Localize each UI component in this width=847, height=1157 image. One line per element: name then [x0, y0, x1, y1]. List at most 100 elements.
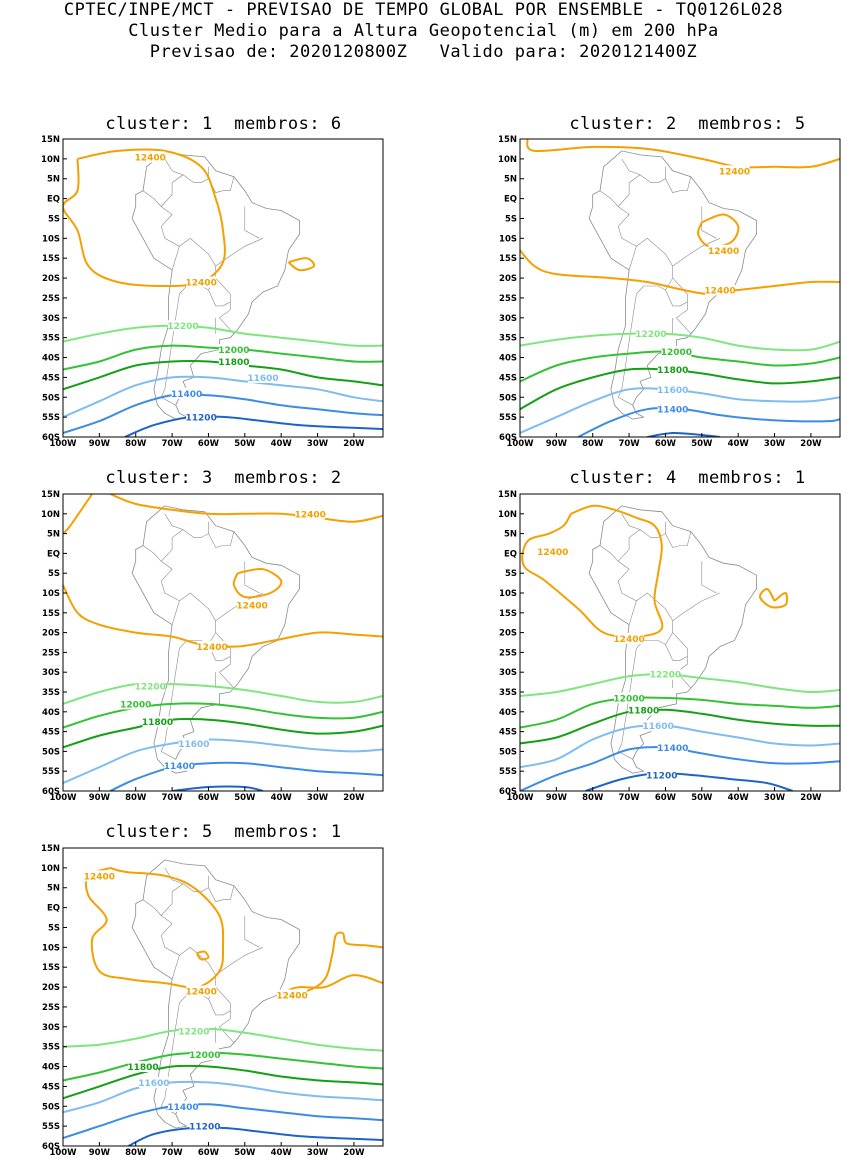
lon-tick-label: 100W	[49, 439, 77, 449]
lon-tick-label: 100W	[506, 439, 534, 449]
contour-line	[232, 567, 283, 599]
lon-tick-label: 60W	[198, 439, 220, 449]
lon-tick-label: 50W	[234, 439, 256, 449]
lat-tick-label: 25S	[42, 648, 60, 658]
contour-label: 12400	[613, 635, 644, 645]
contour-line	[63, 148, 226, 287]
contour-label: 12000	[120, 700, 151, 710]
lat-tick-label: EQ	[504, 195, 517, 205]
lat-tick-label: 50S	[499, 747, 517, 757]
lat-tick-label: 20S	[499, 274, 517, 284]
lat-tick-label: 20S	[42, 629, 60, 639]
lon-tick-label: 30W	[307, 1148, 329, 1157]
lat-tick-label: EQ	[504, 549, 517, 559]
contour-label-bg	[237, 599, 268, 611]
panel-title: cluster: 2 membros: 5	[569, 114, 806, 134]
coastline	[131, 859, 300, 1129]
lon-tick-label: 70W	[161, 1148, 183, 1157]
lat-tick-label: 10S	[42, 943, 60, 953]
lat-tick-label: 35S	[499, 334, 517, 344]
contour-label: 12400	[719, 167, 750, 177]
country-border	[142, 545, 180, 625]
contour-label-bg	[189, 1049, 220, 1061]
lat-tick-label: 45S	[499, 728, 517, 738]
contour-line	[196, 950, 210, 961]
country-border	[218, 1010, 235, 1043]
contour-label-bg	[719, 165, 750, 177]
country-border	[672, 592, 721, 621]
country-border	[701, 206, 717, 239]
contour-label-bg	[186, 276, 217, 288]
country-border	[160, 158, 184, 207]
header-title: CPTEC/INPE/MCT - PREVISAO DE TEMPO GLOBA…	[63, 0, 784, 20]
lat-tick-label: 30S	[42, 314, 60, 324]
map-cluster-2: 12400 12400 12400 12200 12000 11800 11600 11400…	[498, 135, 841, 449]
contour-line	[521, 504, 664, 638]
contour-label: 11800	[657, 366, 688, 376]
contour-label: 11400	[171, 390, 202, 400]
contour-line	[520, 696, 840, 729]
contour-label: 12000	[189, 1051, 220, 1061]
lat-tick-label: 60S	[42, 787, 60, 797]
contour-line	[520, 724, 840, 769]
country-border	[665, 632, 688, 661]
lat-tick-label: 25S	[42, 1003, 60, 1013]
contour-label: 11400	[164, 762, 195, 772]
coastline	[131, 150, 300, 420]
lat-tick-label: 10N	[41, 864, 60, 874]
lat-tick-label: 15S	[499, 254, 517, 264]
contour-line	[63, 1027, 383, 1052]
country-border	[208, 277, 231, 307]
contour-line	[63, 717, 383, 749]
contour-label-bg	[168, 1100, 198, 1112]
lat-tick-label: 45S	[42, 728, 60, 738]
lat-tick-label: 5N	[47, 884, 60, 894]
lat-tick-label: EQ	[47, 549, 60, 559]
contour-label-bg	[614, 633, 645, 645]
lat-tick-label: 25S	[42, 294, 60, 304]
contour-label: 12400	[135, 153, 166, 163]
contour-label: 11600	[178, 740, 209, 750]
lat-tick-label: 15N	[41, 844, 60, 854]
country-border	[142, 899, 180, 980]
country-border	[665, 531, 692, 548]
contour-label-bg	[635, 328, 666, 340]
country-border	[675, 301, 692, 334]
lat-tick-label: 10N	[41, 510, 60, 520]
contour-label: 11600	[138, 1079, 169, 1089]
contour-label-bg	[120, 698, 151, 710]
contour-line	[63, 1064, 383, 1100]
contour-label-bg	[218, 356, 249, 368]
lon-tick-label: 40W	[271, 793, 293, 803]
country-border	[208, 531, 235, 548]
country-border	[244, 561, 260, 594]
contour-label-bg	[657, 383, 688, 395]
lat-tick-label: 40S	[42, 1063, 60, 1073]
contour-line	[647, 431, 721, 437]
lat-tick-label: 5N	[504, 175, 517, 185]
contour-label: 11400	[657, 406, 688, 416]
map-cluster-1: 12400 12400 12200 12000 11800 11600 11400 11200…	[41, 135, 384, 449]
lat-tick-label: 15S	[42, 254, 60, 264]
contour-label-bg	[643, 720, 674, 732]
country-border	[208, 986, 231, 1016]
country-border	[215, 947, 264, 976]
lat-tick-label: 55S	[42, 767, 60, 777]
country-border	[244, 915, 260, 948]
map-frame	[62, 138, 384, 438]
contour-label-bg	[657, 741, 688, 753]
lon-tick-label: 20W	[800, 439, 822, 449]
map-layer: 12400 12400 12200 12000 11800 11600 11400 11200	[520, 504, 840, 791]
map-layer: 12400 12400 12200 12000 11800 11600 11400 11200	[63, 148, 383, 437]
lat-tick-label: 30S	[499, 314, 517, 324]
country-border	[617, 648, 637, 760]
map-layer: 12400 12400 12400 12200 12000 11800 11600 11400	[520, 139, 840, 437]
map-frame	[62, 847, 384, 1147]
lon-tick-label: 30W	[307, 793, 329, 803]
axes: 15N 10N 5N EQ 5S 10S 15S 20S 25S 30S 35S 40S 45S 50S 5…	[498, 135, 822, 449]
lat-tick-label: 15S	[499, 609, 517, 619]
contour-label: 12400	[704, 286, 735, 296]
lon-tick-label: 100W	[49, 1148, 77, 1157]
lon-tick-label: 50W	[691, 439, 713, 449]
lon-tick-label: 50W	[691, 793, 713, 803]
